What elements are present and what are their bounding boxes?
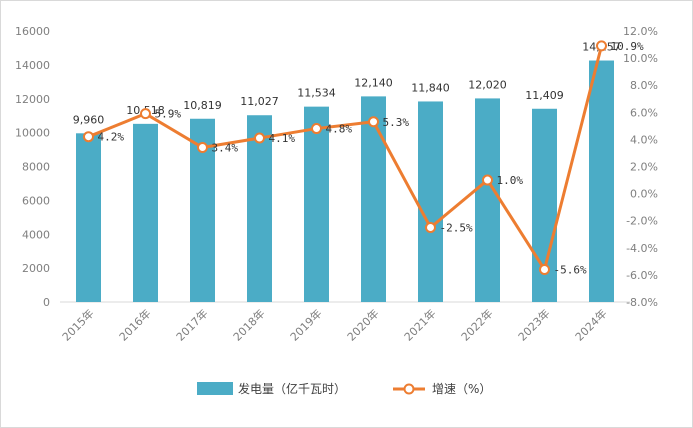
growth-point-2024年 [596, 40, 607, 52]
y-left-tick-label: 2000 [22, 262, 50, 275]
x-tick-label: 2020年 [344, 306, 381, 343]
y-right-tick-label: -8.0% [626, 296, 658, 309]
bar-value-label: 11,409 [525, 89, 564, 102]
y-right-tick-label: 6.0% [630, 106, 658, 119]
growth-point-2017年 [197, 142, 208, 154]
bar-value-label: 11,027 [240, 95, 279, 108]
growth-value-label: 3.4% [212, 142, 239, 155]
legend-line-marker [403, 383, 415, 395]
growth-value-label: 10.9% [611, 40, 644, 53]
legend-bar-swatch [197, 382, 233, 395]
bar-value-label: 12,140 [354, 76, 393, 89]
growth-value-label: 4.2% [98, 131, 125, 144]
bar-value-label: 10,819 [183, 99, 222, 112]
growth-point-2015年 [83, 131, 94, 143]
growth-value-label: 4.8% [326, 123, 353, 136]
x-tick-label: 2023年 [515, 306, 552, 343]
y-left-tick-label: 12000 [15, 93, 50, 106]
growth-point-2018年 [254, 132, 265, 144]
growth-value-label: 1.0% [497, 174, 524, 187]
bar-2024年 [589, 60, 614, 302]
bar-value-label: 11,534 [297, 87, 336, 100]
bar-2015年 [76, 133, 101, 302]
x-tick-label: 2016年 [116, 306, 153, 343]
y-right-tick-label: -2.0% [626, 215, 658, 228]
y-left-tick-label: 8000 [22, 161, 50, 174]
y-right-tick-label: 2.0% [630, 161, 658, 174]
growth-value-label: -2.5% [440, 221, 473, 234]
growth-point-2019年 [311, 123, 322, 135]
growth-point-2020年 [368, 116, 379, 128]
y-left-tick-label: 14000 [15, 59, 50, 72]
x-tick-label: 2018年 [230, 306, 267, 343]
y-right-tick-label: 0.0% [630, 188, 658, 201]
x-tick-label: 2021年 [401, 306, 438, 343]
bar-2021年 [418, 101, 443, 303]
y-left-tick-label: 0 [43, 296, 50, 309]
y-left-tick-label: 4000 [22, 228, 50, 241]
growth-point-2021年 [425, 221, 436, 233]
y-left-tick-label: 6000 [22, 194, 50, 207]
x-tick-label: 2019年 [287, 306, 324, 343]
y-right-tick-label: 10.0% [623, 52, 658, 65]
bar-2019年 [304, 106, 329, 302]
y-right-tick-label: 8.0% [630, 79, 658, 92]
legend-bar-label: 发电量（亿千瓦时） [238, 381, 346, 396]
bar-value-label: 11,840 [411, 81, 450, 94]
y-right-tick-label: 4.0% [630, 133, 658, 146]
legend-line-label: 增速（%） [432, 382, 491, 396]
y-right-tick-label: -6.0% [626, 269, 658, 282]
growth-point-2023年 [539, 263, 550, 275]
x-tick-label: 2024年 [572, 306, 609, 343]
growth-rate-line [87, 45, 603, 271]
bar-2020年 [361, 96, 386, 302]
bar-value-label: 9,960 [73, 113, 105, 126]
y-right-tick-label: -4.0% [626, 242, 658, 255]
growth-value-label: 5.3% [383, 116, 410, 129]
y-left-tick-label: 10000 [15, 127, 50, 140]
bar-2018年 [247, 115, 272, 302]
x-tick-label: 2022年 [458, 306, 495, 343]
growth-point-2022年 [482, 174, 493, 186]
bar-value-label: 12,020 [468, 78, 507, 91]
growth-value-label: -5.6% [554, 263, 587, 276]
growth-value-label: 4.1% [269, 132, 296, 145]
growth-value-label: 5.9% [155, 108, 182, 121]
y-right-tick-label: 12.0% [623, 25, 658, 38]
y-left-tick-label: 16000 [15, 25, 50, 38]
bar-2022年 [475, 98, 500, 302]
x-tick-label: 2017年 [173, 306, 210, 343]
x-tick-label: 2015年 [59, 306, 96, 343]
growth-point-2016年 [140, 108, 151, 120]
bar-2016年 [133, 123, 158, 302]
